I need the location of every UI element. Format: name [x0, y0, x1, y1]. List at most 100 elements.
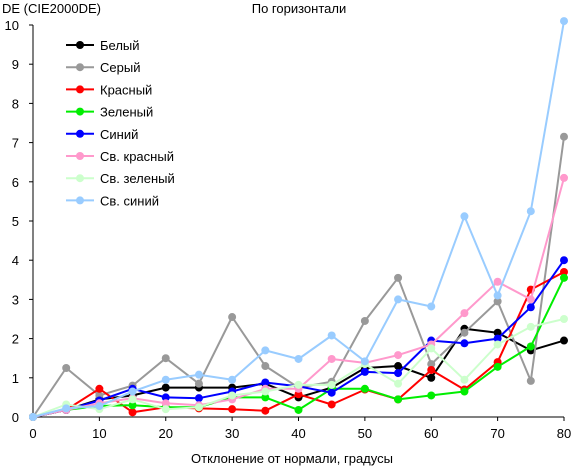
- data-point: [360, 357, 369, 366]
- x-tick-label: 70: [490, 426, 504, 441]
- data-point: [394, 295, 403, 304]
- data-point: [460, 328, 469, 337]
- data-point: [560, 273, 568, 282]
- x-tick-label: 80: [557, 426, 571, 441]
- data-point: [95, 402, 104, 411]
- data-point: [493, 362, 502, 371]
- legend-swatch-marker: [76, 107, 84, 116]
- y-tick-label: 3: [12, 292, 19, 307]
- y-tick-label: 8: [12, 96, 19, 111]
- data-point: [427, 360, 436, 369]
- data-point: [161, 405, 170, 414]
- legend-swatch-marker: [76, 63, 84, 72]
- data-point: [427, 302, 436, 311]
- legend-item: Серый: [66, 60, 140, 75]
- legend-item: Красный: [66, 82, 152, 97]
- data-point: [560, 17, 568, 26]
- data-point: [62, 404, 71, 413]
- data-point: [560, 336, 568, 345]
- data-point: [427, 373, 436, 382]
- legend-item: Белый: [66, 38, 140, 53]
- x-tick-label: 20: [159, 426, 173, 441]
- legend: Белый Серый Красный Зеленый Синий Св. красный…: [66, 38, 175, 208]
- legend-item: Синий: [66, 127, 138, 142]
- legend-label: Св. зеленый: [100, 171, 175, 186]
- legend-label: Синий: [100, 127, 138, 142]
- data-point: [294, 390, 303, 399]
- data-point: [427, 391, 436, 400]
- data-point: [460, 309, 469, 318]
- data-point: [261, 387, 270, 396]
- y-tick-label: 7: [12, 136, 19, 151]
- data-point: [493, 291, 502, 300]
- y-tick-label: 6: [12, 175, 19, 190]
- legend-swatch-marker: [76, 129, 84, 138]
- data-point: [560, 132, 568, 141]
- data-point: [161, 393, 170, 402]
- legend-label: Белый: [100, 38, 140, 53]
- data-point: [194, 370, 203, 379]
- data-point: [360, 367, 369, 376]
- x-tick-label: 40: [291, 426, 305, 441]
- y-tick-label: 1: [12, 371, 19, 386]
- data-point: [526, 376, 535, 385]
- x-axis-title: Отклонение от нормали, градусы: [191, 451, 393, 466]
- data-point: [261, 378, 270, 387]
- data-point: [29, 413, 37, 421]
- data-point: [161, 375, 170, 384]
- data-point: [493, 328, 502, 337]
- data-point: [394, 369, 403, 378]
- y-tick-label: 0: [12, 410, 19, 425]
- chart-title: По горизонтали: [252, 1, 346, 16]
- legend-swatch-marker: [76, 41, 84, 49]
- data-point: [128, 401, 137, 410]
- data-point: [327, 388, 336, 397]
- data-point: [161, 383, 170, 392]
- y-tick-label: 9: [12, 57, 19, 72]
- data-point: [228, 391, 237, 400]
- data-point: [493, 297, 502, 306]
- x-tick-label: 0: [29, 426, 36, 441]
- data-point: [526, 295, 535, 304]
- data-point: [294, 354, 303, 363]
- data-point: [128, 408, 137, 417]
- legend-item: Св. красный: [66, 149, 174, 164]
- legend-label: Св. синий: [100, 193, 159, 208]
- data-point: [493, 277, 502, 286]
- data-point: [228, 375, 237, 384]
- data-point: [161, 399, 170, 408]
- y-axis-title: DE (CIE2000DE): [2, 1, 101, 16]
- data-point: [427, 365, 436, 374]
- data-point: [261, 393, 270, 402]
- legend-item: Зеленый: [66, 105, 153, 120]
- data-point: [261, 406, 270, 415]
- series-layer: [29, 17, 568, 421]
- series-8: [29, 17, 568, 421]
- data-point: [261, 362, 270, 371]
- data-point: [493, 340, 502, 349]
- data-point: [460, 387, 469, 396]
- data-point: [360, 316, 369, 325]
- legend-label: Серый: [100, 60, 140, 75]
- data-point: [194, 403, 203, 412]
- data-point: [128, 387, 137, 396]
- data-point: [560, 267, 568, 276]
- data-point: [228, 313, 237, 322]
- y-tick-label: 2: [12, 332, 19, 347]
- data-point: [560, 256, 568, 265]
- x-tick-label: 60: [424, 426, 438, 441]
- legend-label: Зеленый: [100, 105, 153, 120]
- data-point: [128, 395, 137, 404]
- data-point: [394, 395, 403, 404]
- data-point: [294, 380, 303, 389]
- x-tick-label: 50: [358, 426, 372, 441]
- data-point: [394, 273, 403, 282]
- y-tick-label: 10: [5, 18, 19, 33]
- x-tick-label: 10: [92, 426, 106, 441]
- legend-swatch-marker: [76, 174, 84, 183]
- legend-item: Св. зеленый: [66, 171, 175, 186]
- legend-swatch-marker: [76, 196, 84, 205]
- data-point: [526, 303, 535, 312]
